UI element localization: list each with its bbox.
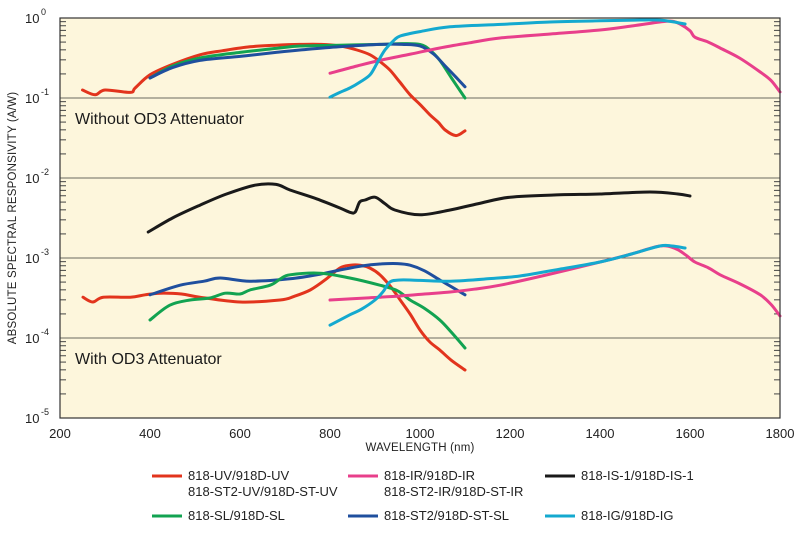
y-tick-label: 10 -3 xyxy=(25,247,49,266)
legend-label: 818-UV/918D-UV xyxy=(188,468,289,483)
y-tick-label: 10 0 xyxy=(25,7,46,26)
y-tick-base: 10 xyxy=(25,171,39,186)
legend-label: 818-IG/918D-IG xyxy=(581,508,674,523)
minor-ticks xyxy=(60,21,780,395)
legend-label: 818-IR/918D-IR xyxy=(384,468,475,483)
decade-gridlines xyxy=(60,97,780,339)
y-tick-base: 10 xyxy=(25,411,39,426)
y-tick-base: 10 xyxy=(25,331,39,346)
plot-background xyxy=(60,18,780,418)
y-tick-label: 10 -1 xyxy=(25,87,49,106)
legend-label: 818-ST2/918D-ST-SL xyxy=(384,508,509,523)
x-tick-labels: 200 400 600 800 1000 1200 1400 1600 1800 xyxy=(49,426,794,441)
legend-label: 818-ST2-UV/918D-ST-UV xyxy=(188,484,338,499)
legend-entry: 818-SL/918D-SL xyxy=(152,508,285,523)
legend-entry: 818-IS-1/918D-IS-1 xyxy=(545,468,694,483)
legend-label: 818-SL/918D-SL xyxy=(188,508,285,523)
x-tick-label: 1800 xyxy=(766,426,795,441)
series-line-818-ig-918d-ig-without-od3 xyxy=(328,18,687,99)
y-tick-exponent: -2 xyxy=(41,167,49,177)
y-tick-base: 10 xyxy=(25,251,39,266)
annotation-label: Without OD3 Attenuator xyxy=(75,111,245,128)
y-tick-label: 10 -5 xyxy=(25,407,49,426)
y-tick-exponent: -3 xyxy=(41,247,49,257)
y-tick-exponent: -5 xyxy=(41,407,49,417)
x-tick-label: 800 xyxy=(319,426,341,441)
y-tick-base: 10 xyxy=(25,11,39,26)
y-tick-exponent: -1 xyxy=(41,87,49,97)
y-tick-label: 10 -2 xyxy=(25,167,49,186)
x-tick-label: 400 xyxy=(139,426,161,441)
series-layer xyxy=(81,18,782,372)
x-tick-label: 1000 xyxy=(406,426,435,441)
x-axis-title: WAVELENGTH (nm) xyxy=(365,442,474,454)
legend-entry: 818-IG/918D-IG xyxy=(545,508,674,523)
legend-entry: 818-ST2/918D-ST-SL xyxy=(348,508,509,523)
x-tick-label: 1200 xyxy=(496,426,525,441)
annotations: Without OD3 Attenuator With OD3 Attenuato… xyxy=(75,111,245,368)
annotation-label: With OD3 Attenuator xyxy=(75,351,222,368)
series-line-818-sl-918d-sl-with-od3 xyxy=(148,271,467,350)
legend-label: 818-IS-1/918D-IS-1 xyxy=(581,468,694,483)
x-tick-label: 1600 xyxy=(676,426,705,441)
y-tick-exponent: 0 xyxy=(41,7,46,17)
plot-frame xyxy=(59,17,781,419)
series-line-818-ir-918d-ir-without-od3 xyxy=(328,19,782,94)
x-tick-label: 600 xyxy=(229,426,251,441)
legend-label: 818-ST2-IR/918D-ST-IR xyxy=(384,484,523,499)
y-tick-exponent: -4 xyxy=(41,327,49,337)
y-tick-label: 10 -4 xyxy=(25,327,49,346)
x-tick-label: 200 xyxy=(49,426,71,441)
series-line-818-is-1-918d-is-1 xyxy=(146,182,692,234)
series-line-818-ig-918d-ig-with-od3 xyxy=(328,243,687,327)
series-line-818-st2-918d-st-sl-without-od3 xyxy=(148,42,467,89)
y-tick-base: 10 xyxy=(25,91,39,106)
series-line-818-st2-918d-st-sl-with-od3 xyxy=(148,262,467,297)
x-tick-label: 1400 xyxy=(586,426,615,441)
y-axis-title: ABSOLUTE SPECTRAL RESPONSIVITY (A/W) xyxy=(7,92,19,345)
